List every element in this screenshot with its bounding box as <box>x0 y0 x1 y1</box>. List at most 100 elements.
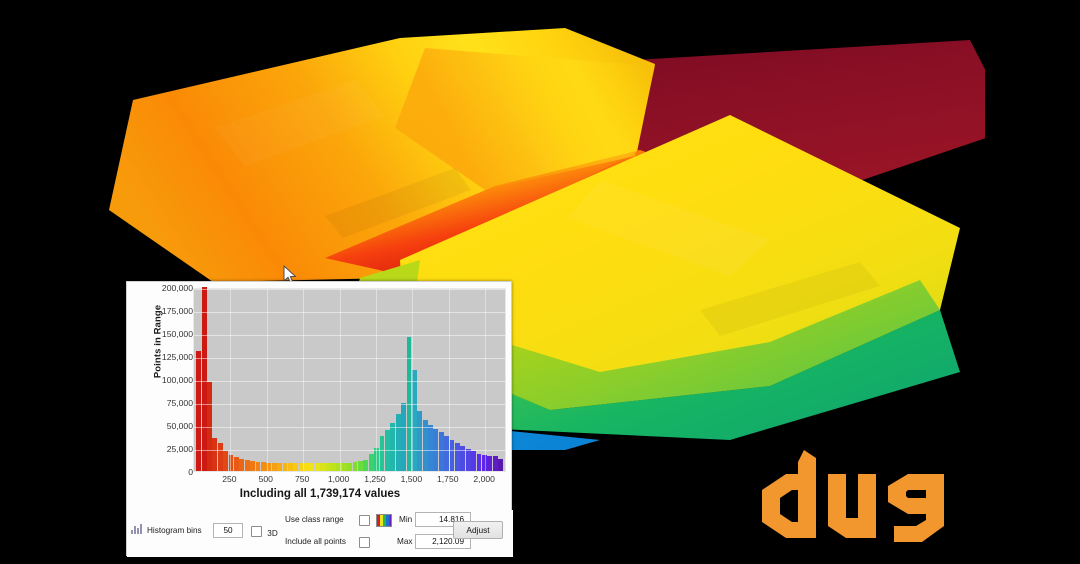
gridline-vertical <box>230 289 232 471</box>
histogram-bar[interactable] <box>465 448 471 471</box>
histogram-bar[interactable] <box>201 287 207 471</box>
histogram-bar[interactable] <box>368 454 374 471</box>
histogram-bins-input[interactable]: 50 <box>213 523 243 538</box>
gridline-vertical <box>303 289 305 471</box>
histogram-bar[interactable] <box>212 437 218 471</box>
min-label: Min <box>399 515 413 524</box>
histogram-bar[interactable] <box>234 457 239 471</box>
histogram-bar[interactable] <box>374 448 380 471</box>
histogram-bar[interactable] <box>217 443 223 471</box>
histogram-window[interactable]: Points in Range 200,000 175,000 150,000 125… <box>126 281 513 557</box>
histogram-bar[interactable] <box>239 458 245 471</box>
histogram-bar[interactable] <box>293 463 299 471</box>
histogram-bar[interactable] <box>196 351 202 471</box>
gridline-horizontal <box>194 427 505 428</box>
histogram-bar[interactable] <box>492 456 498 471</box>
gridline-horizontal <box>194 312 505 313</box>
histogram-bar[interactable] <box>395 413 401 471</box>
histogram-bar[interactable] <box>314 463 320 471</box>
histogram-bar[interactable] <box>244 459 250 471</box>
dug-logo-icon <box>758 446 958 542</box>
histogram-bar[interactable] <box>487 455 493 471</box>
use-class-range-checkbox[interactable] <box>359 515 370 526</box>
histogram-bar[interactable] <box>460 446 466 471</box>
histogram-bar[interactable] <box>271 462 277 471</box>
histogram-bar[interactable] <box>357 461 363 471</box>
histogram-bar[interactable] <box>449 439 455 471</box>
histogram-bar[interactable] <box>228 455 234 471</box>
histogram-bar[interactable] <box>401 402 406 471</box>
gridline-horizontal <box>194 404 505 405</box>
histogram-bar[interactable] <box>325 463 331 471</box>
histogram-bar[interactable] <box>438 432 444 471</box>
y-axis-ticks: 200,000 175,000 150,000 125,000 100,000 75,00… <box>135 282 193 478</box>
histogram-bins-label: Histogram bins <box>147 526 202 535</box>
histogram-chart: Points in Range 200,000 175,000 150,000 125… <box>127 282 513 500</box>
three-d-label: 3D <box>267 529 278 538</box>
histogram-bar[interactable] <box>282 463 288 471</box>
histogram-bar[interactable] <box>433 428 439 471</box>
histogram-bar[interactable] <box>287 463 293 471</box>
histogram-bar[interactable] <box>417 411 423 471</box>
histogram-bar[interactable] <box>250 460 256 471</box>
y-tick-label: 0 <box>188 467 193 477</box>
histogram-bar[interactable] <box>304 463 309 471</box>
histogram-bar[interactable] <box>498 459 503 471</box>
histogram-bar[interactable] <box>444 436 450 471</box>
gridline-horizontal <box>194 450 505 451</box>
y-tick-label: 175,000 <box>161 306 193 316</box>
x-axis-ticks: 250 500 750 1,000 1,250 1,500 1,750 2,000 <box>193 474 506 488</box>
histogram-bars[interactable] <box>194 287 505 471</box>
x-tick-label: 1,750 <box>437 474 459 484</box>
y-tick-label: 200,000 <box>161 283 193 293</box>
histogram-bar[interactable] <box>320 463 326 471</box>
gridline-vertical <box>412 289 414 471</box>
histogram-controls[interactable]: Histogram bins 50 3D Use class range Min… <box>127 510 513 557</box>
x-tick-label: 2,000 <box>473 474 495 484</box>
histogram-bar[interactable] <box>277 462 282 471</box>
histogram-icon <box>131 524 142 534</box>
y-tick-label: 75,000 <box>166 398 193 408</box>
histogram-bar[interactable] <box>455 443 460 471</box>
histogram-bar[interactable] <box>471 450 477 471</box>
max-label: Max <box>397 537 413 546</box>
x-tick-label: 1,000 <box>327 474 350 484</box>
color-ramp-swatch[interactable] <box>376 514 392 527</box>
histogram-bar[interactable] <box>331 463 336 471</box>
histogram-bar[interactable] <box>422 420 428 471</box>
histogram-bar[interactable] <box>207 381 212 471</box>
histogram-bar[interactable] <box>481 455 487 471</box>
histogram-bar[interactable] <box>379 436 385 471</box>
histogram-bar[interactable] <box>363 459 369 471</box>
histogram-bar[interactable] <box>411 369 417 471</box>
x-tick-label: 250 <box>222 474 237 484</box>
plot-area[interactable] <box>193 287 506 472</box>
adjust-button[interactable]: Adjust <box>453 521 503 539</box>
x-axis-label: Including all 1,739,174 values <box>239 488 401 500</box>
histogram-bar[interactable] <box>428 425 433 471</box>
histogram-bar[interactable] <box>476 453 482 471</box>
x-tick-label: 750 <box>295 474 310 484</box>
gridline-horizontal <box>194 289 505 290</box>
histogram-bar[interactable] <box>223 450 229 471</box>
histogram-bar[interactable] <box>309 463 315 471</box>
gridline-vertical <box>339 289 341 471</box>
gridline-vertical <box>375 289 377 471</box>
histogram-bar[interactable] <box>260 462 266 471</box>
histogram-bar[interactable] <box>266 462 272 471</box>
include-all-points-checkbox[interactable] <box>359 537 370 548</box>
histogram-bar[interactable] <box>352 462 358 471</box>
histogram-bar[interactable] <box>298 463 304 471</box>
histogram-bar[interactable] <box>406 336 412 471</box>
histogram-bar[interactable] <box>336 463 342 471</box>
histogram-bar[interactable] <box>347 462 353 471</box>
gridline-vertical <box>448 289 450 471</box>
use-class-range-label: Use class range <box>285 515 344 524</box>
histogram-bar[interactable] <box>341 462 347 471</box>
y-tick-label: 150,000 <box>161 329 193 339</box>
three-d-checkbox[interactable] <box>251 526 262 537</box>
histogram-bar[interactable] <box>255 461 261 471</box>
histogram-bar[interactable] <box>390 423 396 471</box>
y-tick-label: 50,000 <box>166 421 193 431</box>
